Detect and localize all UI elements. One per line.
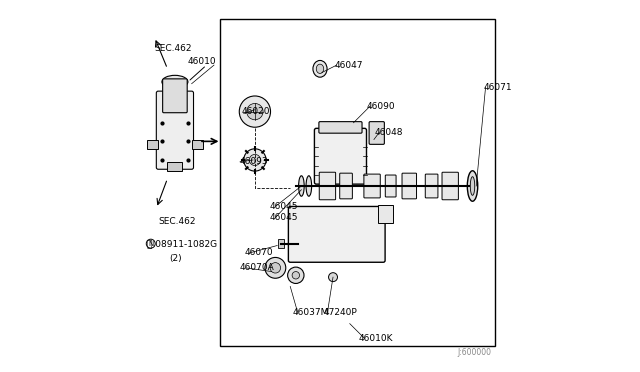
Circle shape (250, 154, 260, 166)
Circle shape (239, 96, 271, 127)
Circle shape (328, 273, 337, 282)
Circle shape (287, 267, 304, 283)
Text: 46070A: 46070A (239, 263, 274, 272)
Ellipse shape (470, 177, 475, 195)
Bar (220, 19, 495, 346)
FancyBboxPatch shape (364, 174, 380, 198)
Text: 46093: 46093 (239, 157, 268, 166)
Text: 46020: 46020 (242, 107, 270, 116)
Ellipse shape (299, 176, 304, 196)
Circle shape (244, 149, 266, 171)
Bar (378, 205, 392, 223)
FancyBboxPatch shape (319, 122, 362, 133)
Text: 46090: 46090 (367, 102, 395, 110)
Text: 46045: 46045 (270, 202, 298, 211)
Circle shape (246, 103, 263, 120)
FancyBboxPatch shape (340, 173, 353, 199)
Text: 46010: 46010 (188, 57, 216, 66)
Text: (2): (2) (170, 254, 182, 263)
FancyBboxPatch shape (385, 175, 396, 197)
Text: SEC.462: SEC.462 (158, 217, 196, 226)
Text: 46048: 46048 (375, 128, 404, 137)
Text: 46037M: 46037M (292, 308, 328, 317)
FancyBboxPatch shape (314, 128, 367, 184)
Bar (147, 140, 158, 149)
Text: ⓝ 08911-1082G: ⓝ 08911-1082G (147, 239, 217, 248)
Ellipse shape (467, 171, 477, 201)
Text: 46047: 46047 (335, 61, 364, 70)
Ellipse shape (162, 75, 188, 89)
Circle shape (270, 263, 280, 273)
Text: SEC.462: SEC.462 (154, 44, 192, 53)
Text: 46010K: 46010K (359, 334, 394, 343)
FancyBboxPatch shape (425, 174, 438, 198)
FancyBboxPatch shape (319, 172, 335, 200)
FancyBboxPatch shape (156, 91, 193, 169)
Text: J:600000: J:600000 (457, 348, 491, 357)
Bar (278, 239, 284, 248)
Text: 46070: 46070 (245, 248, 273, 257)
Text: 46045: 46045 (270, 213, 298, 222)
FancyBboxPatch shape (369, 122, 385, 144)
Ellipse shape (313, 61, 327, 77)
Ellipse shape (316, 64, 324, 74)
Text: N: N (148, 241, 154, 247)
Text: 47240P: 47240P (324, 308, 358, 317)
FancyBboxPatch shape (442, 172, 458, 200)
Ellipse shape (306, 176, 312, 196)
Bar (191, 140, 203, 149)
FancyBboxPatch shape (402, 173, 417, 199)
FancyBboxPatch shape (163, 79, 187, 113)
Circle shape (265, 257, 286, 278)
Bar (168, 162, 182, 171)
Text: 46071: 46071 (484, 83, 512, 92)
FancyBboxPatch shape (289, 206, 385, 262)
Circle shape (292, 272, 300, 279)
